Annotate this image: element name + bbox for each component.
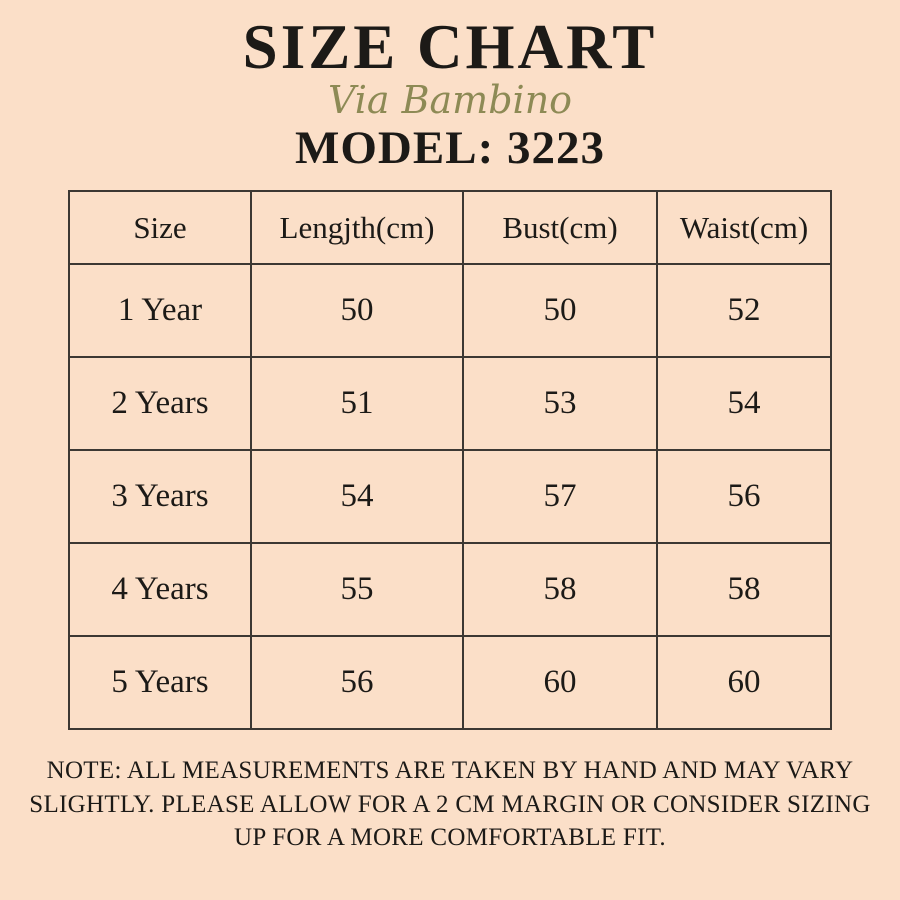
length-cell: 50 <box>250 263 464 359</box>
page-title: SIZE CHART <box>242 12 658 82</box>
length-cell: 56 <box>250 635 464 731</box>
table-row: 2 Years 51 53 54 <box>68 356 832 452</box>
waist-cell: 56 <box>656 449 832 545</box>
waist-cell: 54 <box>656 356 832 452</box>
size-cell: 5 Years <box>68 635 252 731</box>
size-cell: 2 Years <box>68 356 252 452</box>
length-cell: 51 <box>250 356 464 452</box>
bust-cell: 60 <box>462 635 658 731</box>
bust-cell: 50 <box>462 263 658 359</box>
size-cell: 3 Years <box>68 449 252 545</box>
bust-cell: 58 <box>462 542 658 638</box>
brand-logo: Via Bambino <box>327 78 573 123</box>
table-header-row: Size Lengjth(cm) Bust(cm) Waist(cm) <box>68 190 832 266</box>
table-row: 1 Year 50 50 52 <box>68 263 832 359</box>
column-header-size: Size <box>68 190 252 266</box>
length-cell: 55 <box>250 542 464 638</box>
bust-cell: 57 <box>462 449 658 545</box>
waist-cell: 60 <box>656 635 832 731</box>
bust-cell: 53 <box>462 356 658 452</box>
size-cell: 4 Years <box>68 542 252 638</box>
measurement-note: NOTE: ALL MEASUREMENTS ARE TAKEN BY HAND… <box>20 754 880 855</box>
model-number: MODEL: 3223 <box>295 121 605 174</box>
length-cell: 54 <box>250 449 464 545</box>
table-row: 5 Years 56 60 60 <box>68 635 832 731</box>
note-line: UP FOR A MORE COMFORTABLE FIT. <box>234 824 666 852</box>
table-row: 4 Years 55 58 58 <box>68 542 832 638</box>
size-table: Size Lengjth(cm) Bust(cm) Waist(cm) 1 Ye… <box>68 190 832 731</box>
table-row: 3 Years 54 57 56 <box>68 449 832 545</box>
note-line: SLIGHTLY. PLEASE ALLOW FOR A 2 CM MARGIN… <box>29 790 871 818</box>
note-line: NOTE: ALL MEASUREMENTS ARE TAKEN BY HAND… <box>46 757 854 785</box>
waist-cell: 52 <box>656 263 832 359</box>
column-header-bust: Bust(cm) <box>462 190 658 266</box>
column-header-length: Lengjth(cm) <box>250 190 464 266</box>
waist-cell: 58 <box>656 542 832 638</box>
size-cell: 1 Year <box>68 263 252 359</box>
column-header-waist: Waist(cm) <box>656 190 832 266</box>
